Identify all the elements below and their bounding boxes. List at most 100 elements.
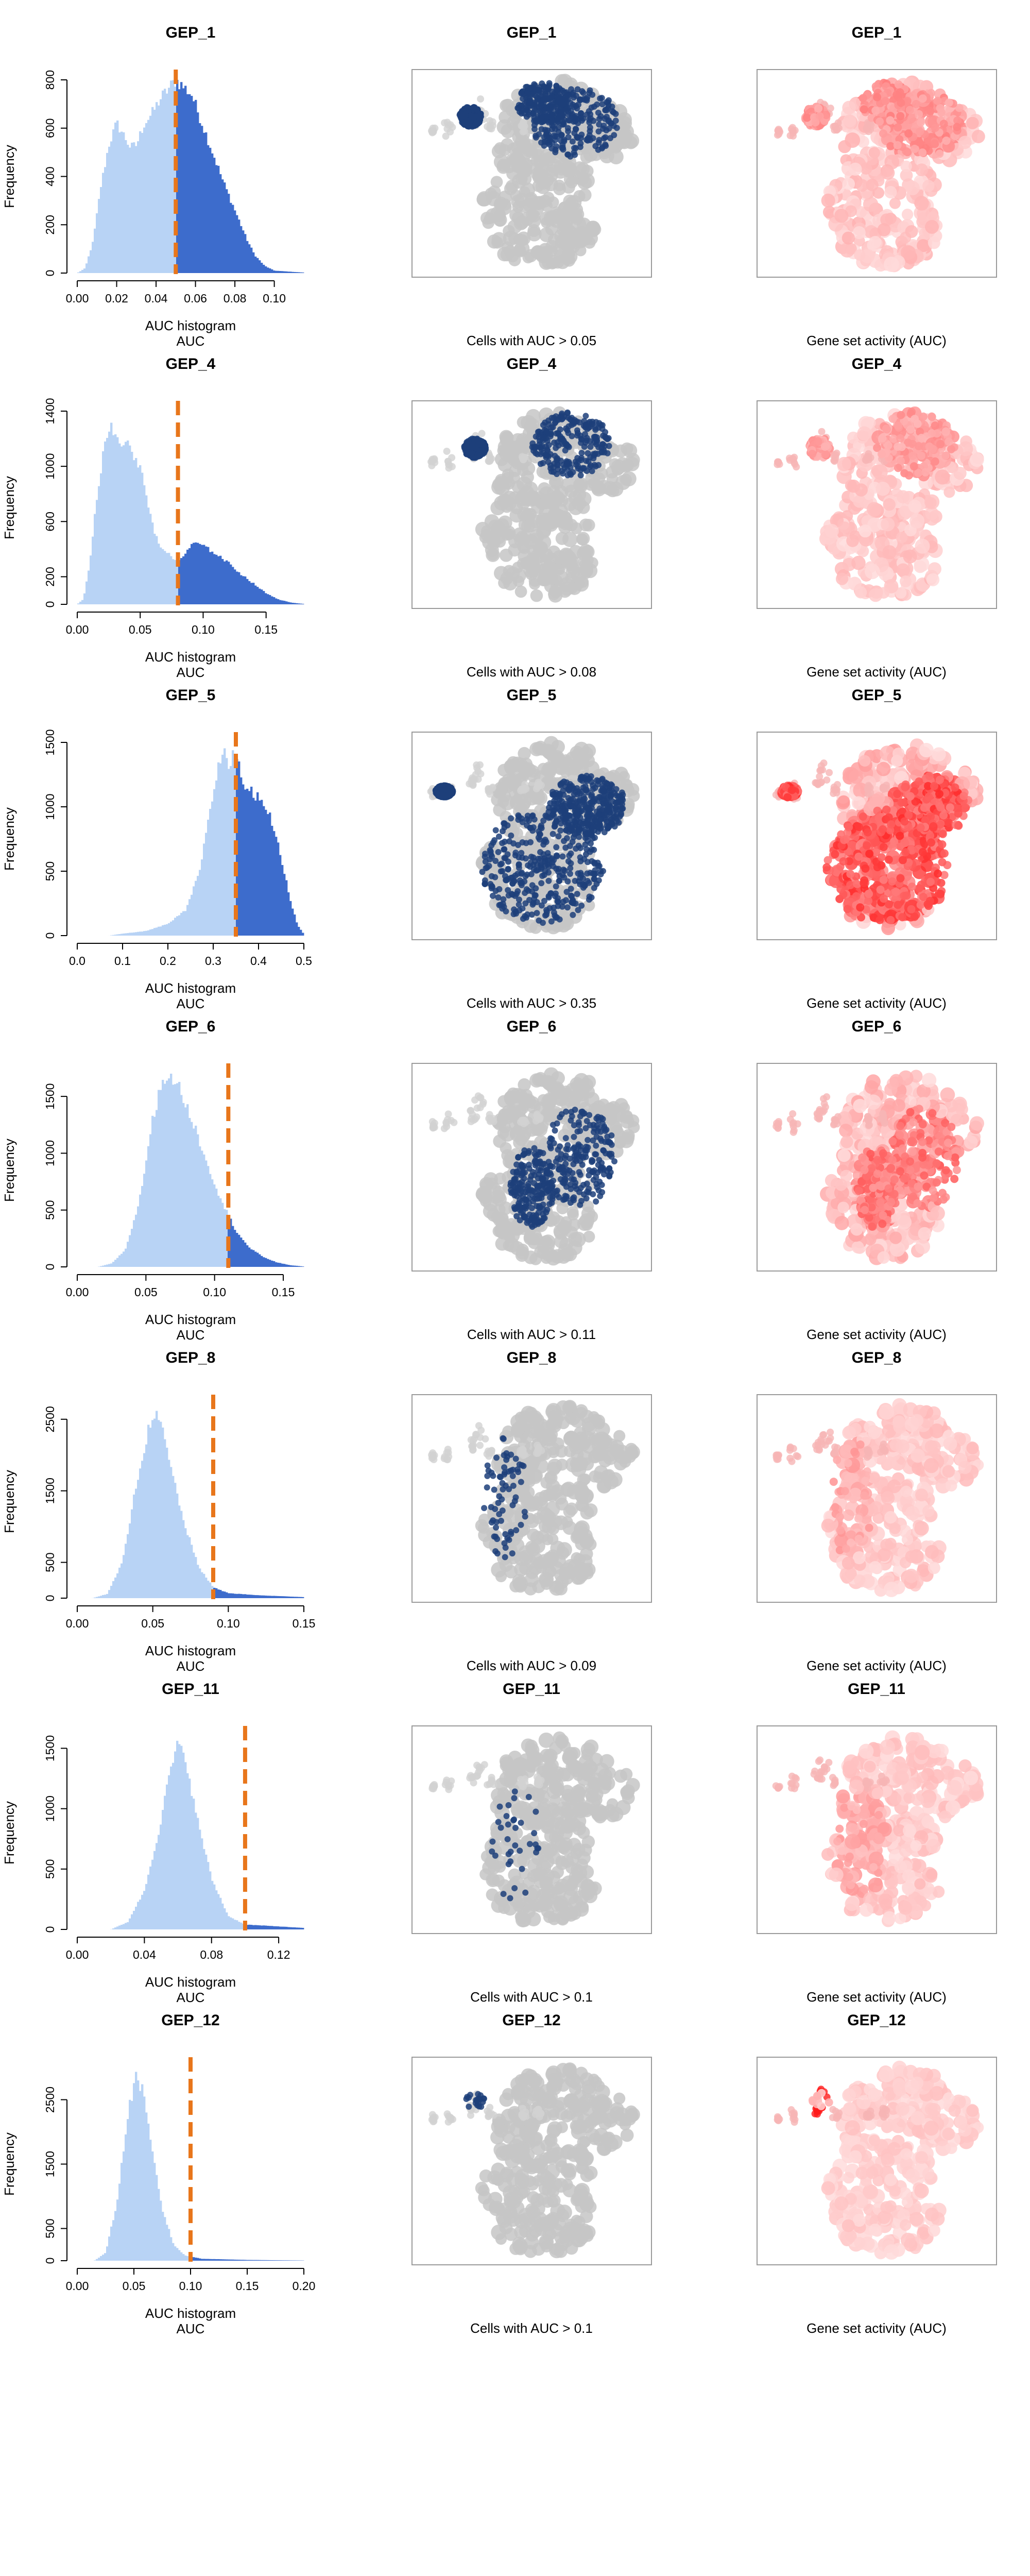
histogram-bar [145, 930, 148, 936]
histogram-bar [182, 911, 185, 936]
cell-point [484, 123, 491, 130]
selected-cell [561, 838, 568, 844]
cell-point [864, 564, 880, 580]
active-cell [879, 129, 888, 138]
cell-point [616, 137, 628, 149]
histogram-bar [137, 141, 140, 273]
histogram-bar [193, 886, 195, 936]
x-tick-label: 0.5 [296, 954, 312, 968]
histogram-bar [197, 112, 199, 273]
histogram-bar [88, 256, 90, 273]
selected-cell [599, 144, 606, 150]
selected-cell [570, 94, 577, 101]
selected-cell [477, 116, 484, 123]
y-tick-label: 0 [43, 933, 57, 939]
x-tick-label: 0.2 [160, 954, 176, 968]
cell-point [881, 517, 895, 532]
cell-point [485, 543, 499, 557]
y-tick-label: 1000 [43, 793, 57, 820]
selected-cell [593, 880, 600, 887]
histogram-bar [252, 583, 255, 604]
histogram-bar [108, 431, 111, 604]
histogram-bar [203, 132, 205, 273]
histogram-bar [302, 933, 304, 936]
histogram-bar [79, 601, 82, 604]
active-cell [821, 450, 830, 459]
cell-point [533, 785, 540, 792]
cell-point [818, 428, 826, 435]
selected-cell [597, 95, 604, 102]
x-tick-label: 0.3 [205, 954, 221, 968]
active-cell [873, 93, 882, 101]
cell-point [506, 249, 519, 263]
histogram-bar [273, 270, 276, 273]
histogram-bar [131, 933, 133, 936]
histogram-bar [149, 115, 152, 273]
selected-cell [528, 91, 535, 98]
cell-point [901, 209, 914, 221]
active-cell [912, 100, 920, 109]
cell-point [854, 249, 866, 261]
active-cell [909, 462, 918, 471]
cell-point [851, 555, 866, 570]
selected-cell [482, 851, 489, 857]
selected-cell [567, 865, 574, 872]
cell-point [889, 197, 901, 209]
histogram-bar [180, 912, 183, 936]
histogram-bar [203, 545, 205, 604]
cell-point [863, 125, 871, 132]
histogram-bar [275, 598, 278, 604]
cell-point [534, 154, 547, 168]
histogram-bar [277, 270, 280, 273]
selected-cell [585, 425, 592, 431]
active-cell [953, 123, 962, 131]
histogram-bar [244, 576, 247, 604]
selected-cell [524, 83, 530, 90]
selected-cell [587, 444, 594, 450]
histogram-bar [184, 553, 187, 604]
histogram-bar [281, 865, 284, 936]
active-cell [894, 464, 902, 472]
histogram-bar [300, 929, 302, 936]
active-cell [929, 445, 937, 453]
x-axis: 0.00 0.02 0.04 0.06 0.08 0.10 [66, 280, 286, 305]
selected-cell [555, 833, 562, 840]
cell-point [540, 743, 555, 758]
active-cell [928, 413, 936, 421]
cell-point [519, 128, 527, 135]
histogram-bar [153, 109, 156, 273]
selected-cell [536, 441, 543, 448]
selected-cell [512, 849, 519, 856]
selected-cell [604, 450, 611, 456]
cell-point [620, 473, 632, 486]
cell-point [576, 532, 590, 546]
histogram-bar [133, 142, 135, 273]
selected-cell [562, 447, 569, 454]
cell-point [499, 430, 513, 444]
cell-point [905, 225, 918, 238]
active-cell [947, 445, 956, 453]
cell-point [479, 532, 491, 544]
cell-point [958, 135, 972, 149]
histogram-bar [191, 96, 193, 273]
selected-cell [547, 105, 554, 112]
cell-point [487, 456, 494, 464]
histogram-bar [182, 88, 185, 274]
cell-point [855, 179, 869, 192]
histogram-bar [285, 601, 288, 604]
selected-cell [605, 824, 612, 831]
cell-point [966, 116, 979, 129]
selected-cell [569, 111, 576, 117]
selected-cell [594, 438, 600, 445]
histogram-bar [254, 800, 257, 936]
histogram-bar [191, 544, 193, 604]
histogram-bar [166, 553, 168, 604]
histogram-bar [213, 554, 216, 604]
active-cell [945, 437, 953, 446]
cell-point [834, 209, 849, 223]
histogram-bar [184, 911, 187, 936]
selected-cell [538, 102, 544, 109]
selected-cell [587, 454, 594, 461]
cell-point [842, 231, 855, 245]
histogram-bar [252, 252, 255, 273]
